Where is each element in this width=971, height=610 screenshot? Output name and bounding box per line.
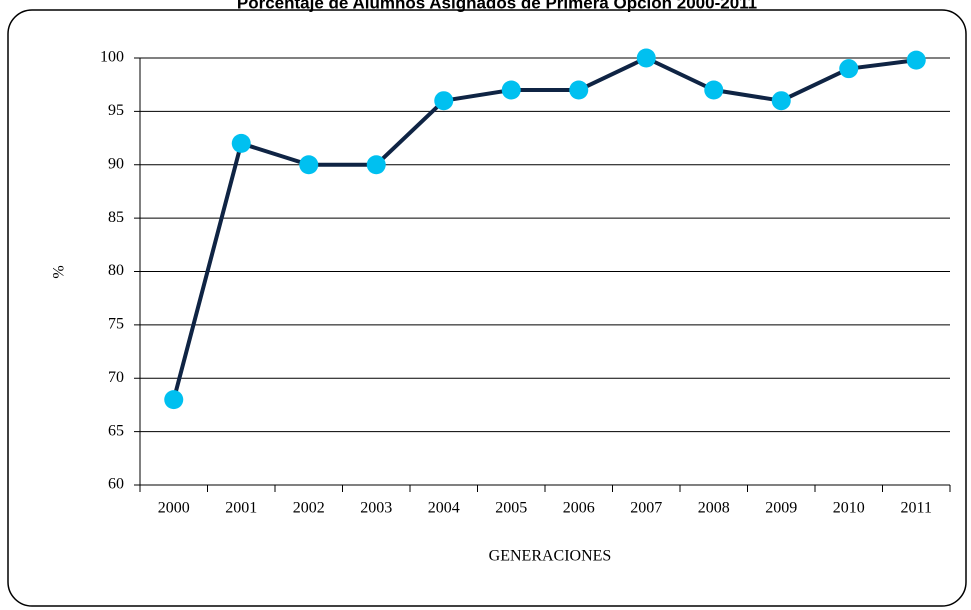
- x-axis-label: GENERACIONES: [489, 548, 612, 565]
- y-tick-label: 90: [108, 155, 124, 172]
- x-tick-label: 2008: [698, 500, 730, 517]
- marker: [434, 91, 454, 111]
- y-tick-label: 95: [108, 102, 124, 119]
- x-tick-label: 2010: [833, 500, 865, 517]
- y-tick-label: 65: [108, 422, 124, 439]
- x-tick-label: 2006: [563, 500, 595, 517]
- x-tick-label: 2000: [158, 500, 190, 517]
- y-tick-label: 85: [108, 209, 124, 226]
- marker: [771, 91, 791, 111]
- x-tick-label: 2003: [360, 500, 392, 517]
- marker: [636, 48, 656, 68]
- x-tick-label: 2009: [765, 500, 797, 517]
- marker: [569, 80, 589, 100]
- y-tick-label: 70: [108, 369, 124, 386]
- x-tick-label: 2001: [225, 500, 257, 517]
- x-tick-label: 2004: [428, 500, 460, 517]
- marker: [906, 50, 926, 70]
- y-tick-label: 80: [108, 262, 124, 279]
- marker: [231, 133, 251, 153]
- y-axis-label: %: [51, 265, 68, 278]
- chart-frame: [7, 9, 967, 607]
- x-tick-label: 2011: [901, 500, 932, 517]
- chart-title: Porcentaje de Alumnos Asignados de Prime…: [237, 0, 757, 12]
- line: [171, 56, 917, 401]
- y-tick-label: 100: [100, 49, 124, 66]
- x-tick-label: 2005: [495, 500, 527, 517]
- y-tick-label: 75: [108, 316, 124, 333]
- x-tick-label: 2007: [630, 500, 662, 517]
- marker: [704, 80, 724, 100]
- marker: [366, 155, 386, 175]
- marker: [839, 59, 859, 79]
- marker: [299, 155, 319, 175]
- x-tick-label: 2002: [293, 500, 325, 517]
- marker: [164, 390, 184, 410]
- y-tick-label: 60: [108, 476, 124, 493]
- marker: [501, 80, 521, 100]
